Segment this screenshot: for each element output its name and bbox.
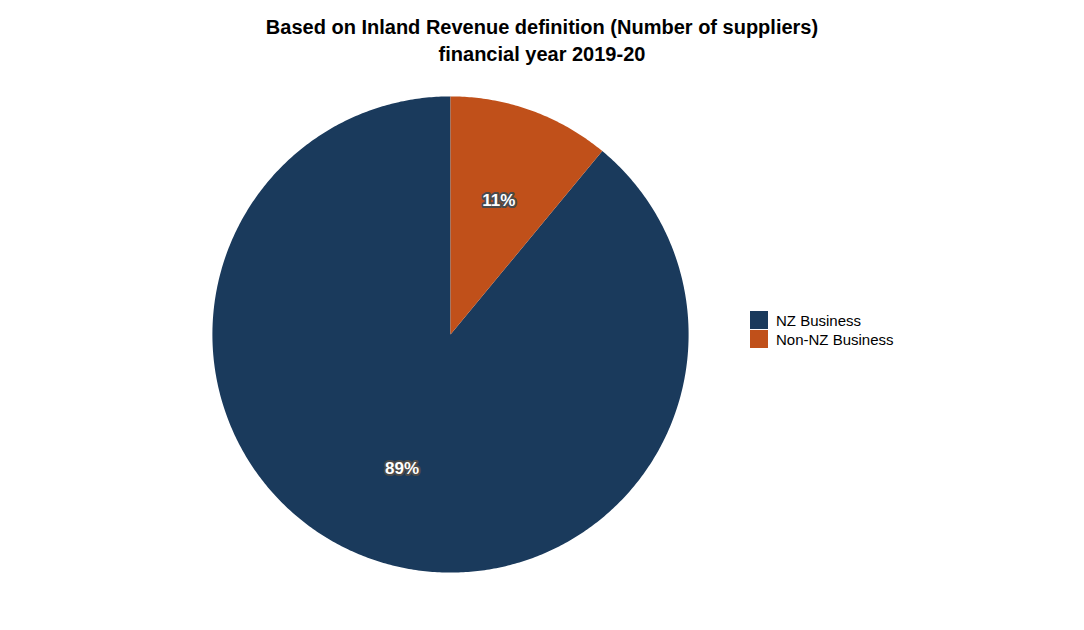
svg-text:89%: 89% [386, 459, 420, 478]
html-text:NZ Business: NZ Business [776, 311, 861, 329]
svg-text:11%: 11% [483, 191, 516, 210]
html-text:Based on Inland Revenue defini: Based on Inland Revenue definition (Numb… [265, 16, 819, 65]
html-text:Non-NZ Business: Non-NZ Business [776, 330, 894, 348]
